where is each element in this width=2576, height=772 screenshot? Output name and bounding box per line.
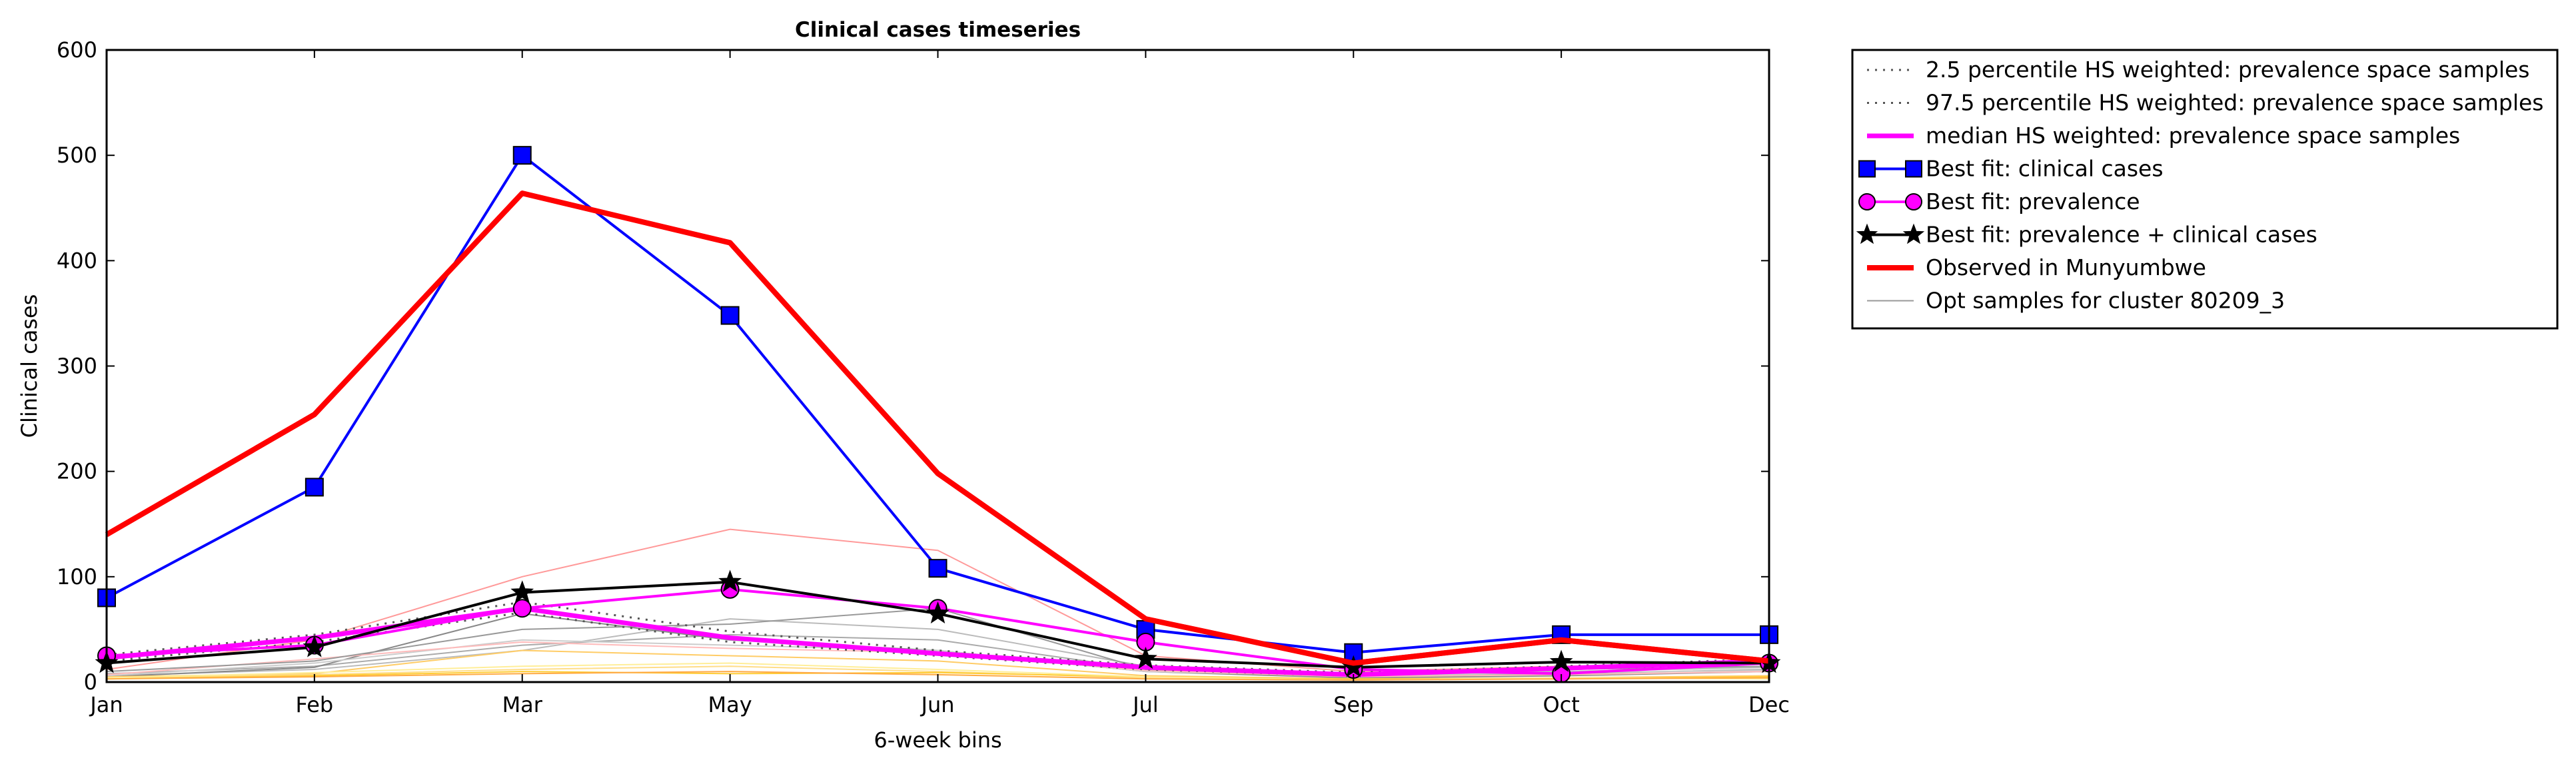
legend-label: Observed in Munyumbwe xyxy=(1926,254,2206,280)
legend-label: Opt samples for cluster 80209_3 xyxy=(1926,288,2285,314)
x-tick-label: Sep xyxy=(1333,692,1373,717)
axis-ticks: Jan Feb Mar May Jun Jul Sep Oct Dec 0 100 200 300 400… xyxy=(57,37,1790,717)
plot-frame xyxy=(105,49,1770,683)
star-marker xyxy=(303,635,326,657)
y-axis-label: Clinical cases xyxy=(17,294,42,438)
series-lines xyxy=(105,154,1770,677)
legend-label: 97.5 percentile HS weighted: prevalence … xyxy=(1926,90,2544,116)
square-marker xyxy=(720,306,740,325)
star-marker xyxy=(510,580,534,603)
star-marker xyxy=(1856,223,1878,244)
sample-line xyxy=(106,662,1770,681)
star-marker xyxy=(1549,649,1573,672)
y-tick-label: 0 xyxy=(84,669,97,695)
x-tick-label: Dec xyxy=(1748,692,1790,717)
star-marker xyxy=(1133,646,1157,669)
circle-marker xyxy=(512,599,532,618)
x-tick-label: Feb xyxy=(296,692,334,717)
x-tick-label: Mar xyxy=(502,692,543,717)
y-tick-label: 100 xyxy=(57,564,97,589)
star-marker xyxy=(718,570,742,592)
x-tick-label: Jul xyxy=(1131,692,1159,717)
y-tick-label: 300 xyxy=(57,354,97,379)
y-tick-label: 400 xyxy=(57,248,97,273)
x-axis-label: 6-week bins xyxy=(874,727,1001,753)
legend-label: Best fit: prevalence + clinical cases xyxy=(1926,222,2317,248)
legend-label: 2.5 percentile HS weighted: prevalence s… xyxy=(1926,57,2530,83)
x-tick-label: Oct xyxy=(1543,692,1579,717)
square-marker xyxy=(928,559,948,578)
sample-line xyxy=(106,633,1770,678)
background-sample-lines xyxy=(106,528,1770,681)
series-line xyxy=(106,154,1769,654)
series-line xyxy=(105,191,1770,666)
legend-label: Best fit: prevalence xyxy=(1926,189,2140,214)
y-tick-label: 600 xyxy=(57,37,97,63)
circle-marker xyxy=(1905,193,1922,210)
legend: 2.5 percentile HS weighted: prevalence s… xyxy=(1851,49,2559,330)
square-marker xyxy=(305,478,324,497)
x-tick-label: Jun xyxy=(920,692,955,717)
legend-label: median HS weighted: prevalence space sam… xyxy=(1926,123,2460,149)
square-marker xyxy=(1858,160,1876,178)
y-tick-label: 500 xyxy=(57,143,97,168)
y-tick-label: 200 xyxy=(57,459,97,484)
sample-line xyxy=(106,639,1770,677)
legend-box xyxy=(1851,49,2559,330)
square-marker xyxy=(512,146,532,165)
x-tick-label: May xyxy=(708,692,752,717)
star-marker xyxy=(926,601,950,624)
star-marker xyxy=(1902,223,1925,244)
legend-label: Best fit: clinical cases xyxy=(1926,156,2164,182)
observed-line-top xyxy=(105,191,1770,666)
chart-title: Clinical cases timeseries xyxy=(795,18,1081,42)
square-marker xyxy=(1905,160,1922,178)
circle-marker xyxy=(1858,193,1876,210)
x-tick-label: Jan xyxy=(89,692,123,717)
series-markers xyxy=(95,146,1781,683)
